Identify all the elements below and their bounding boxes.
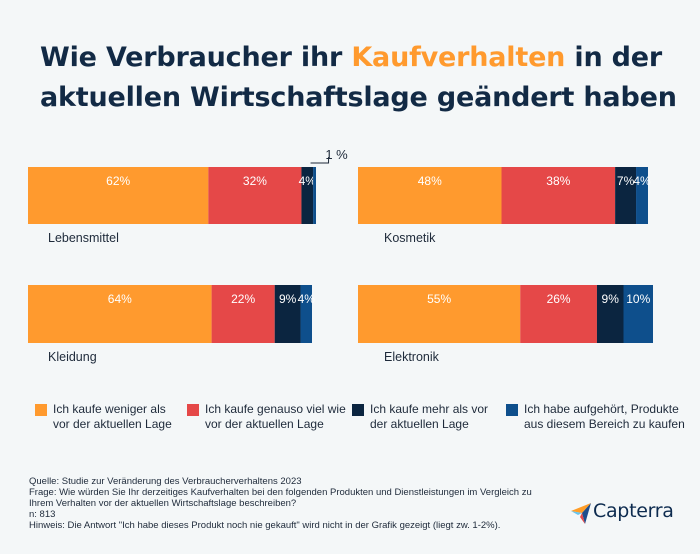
bar-value-label-lebensmittel-2: 4% bbox=[299, 174, 317, 188]
legend-text-same-line1: Ich kaufe genauso viel wie bbox=[205, 402, 346, 416]
legend-text-stopped-line1: Ich habe aufgehört, Produkte bbox=[524, 402, 679, 416]
title-part-2: in der aktuellen Wirtschaftslage geänder… bbox=[40, 42, 677, 113]
footnote: Quelle: Studie zur Veränderung des Verbr… bbox=[29, 476, 549, 531]
bar-segment-lebensmittel-0 bbox=[28, 167, 209, 224]
legend: Ich kaufe weniger als vor der aktuellen L… bbox=[0, 402, 700, 442]
bar-segment-elektronik-2 bbox=[596, 285, 624, 343]
legend-swatch-less bbox=[35, 404, 47, 416]
category-label-kleidung: Kleidung bbox=[48, 350, 97, 364]
bar-value-label-kosmetik-2: 7% bbox=[617, 174, 635, 188]
bar-value-label-kosmetik-0: 48% bbox=[418, 174, 442, 188]
bar-value-label-lebensmittel-1: 32% bbox=[243, 174, 267, 188]
footnote-question: Frage: Wie würden Sie Ihr derzeitiges Ka… bbox=[29, 487, 532, 509]
category-label-elektronik: Elektronik bbox=[384, 350, 440, 364]
bar-segment-kosmetik-2 bbox=[615, 167, 637, 224]
legend-swatch-more bbox=[352, 404, 364, 416]
bar-segment-kleidung-2 bbox=[274, 285, 301, 343]
legend-text-more-line2: der aktuellen Lage bbox=[370, 417, 469, 431]
legend-text-stopped-line2: aus diesem Bereich zu kaufen bbox=[524, 417, 685, 431]
bar-value-label-kleidung-2: 9% bbox=[279, 292, 297, 306]
capterra-logo-text: Capterra bbox=[593, 500, 674, 522]
title-highlight: Kaufverhalten bbox=[351, 42, 566, 73]
category-label-kosmetik: Kosmetik bbox=[384, 231, 436, 245]
bar-value-label-lebensmittel-0: 62% bbox=[106, 174, 130, 188]
capterra-logo: Capterra bbox=[571, 500, 681, 524]
bar-value-label-elektronik-2: 9% bbox=[602, 292, 620, 306]
callout-label-lebensmittel: 1 % bbox=[325, 147, 348, 162]
legend-swatch-stopped bbox=[506, 404, 518, 416]
chart-title: Wie Verbraucher ihr Kaufverhalten in der… bbox=[40, 38, 680, 118]
footnote-n: n: 813 bbox=[29, 509, 56, 520]
bar-segment-lebensmittel-1 bbox=[208, 167, 302, 224]
bar-segment-kleidung-3 bbox=[300, 285, 312, 343]
bar-segment-lebensmittel-2 bbox=[301, 167, 314, 224]
bar-value-label-elektronik-0: 55% bbox=[427, 292, 451, 306]
legend-swatch-same bbox=[187, 404, 199, 416]
capterra-arrow-icon bbox=[571, 503, 591, 524]
bar-segment-elektronik-3 bbox=[623, 285, 653, 343]
legend-text-less-line1: Ich kaufe weniger als bbox=[53, 402, 166, 416]
bar-segment-elektronik-1 bbox=[520, 285, 597, 343]
bar-segment-kleidung-0 bbox=[28, 285, 212, 343]
bar-value-label-kleidung-1: 22% bbox=[231, 292, 255, 306]
legend-text-less-line2: vor der aktuellen Lage bbox=[53, 417, 172, 431]
bar-value-label-kleidung-0: 64% bbox=[108, 292, 132, 306]
bar-segment-kosmetik-0 bbox=[358, 167, 502, 224]
bar-value-label-kosmetik-1: 38% bbox=[546, 174, 570, 188]
bar-segment-elektronik-0 bbox=[358, 285, 521, 343]
legend-text-more-line1: Ich kaufe mehr als vor bbox=[370, 402, 489, 416]
bar-value-label-elektronik-3: 10% bbox=[626, 292, 650, 306]
callout-line-lebensmittel bbox=[310, 157, 330, 164]
bar-value-label-kosmetik-3: 4% bbox=[633, 174, 651, 188]
footnote-note: Hinweis: Die Antwort "Ich habe dieses Pr… bbox=[29, 520, 501, 531]
bar-segment-lebensmittel-3 bbox=[313, 167, 316, 224]
title-part-1: Wie Verbraucher ihr bbox=[40, 42, 352, 73]
footnote-source: Quelle: Studie zur Veränderung des Verbr… bbox=[29, 476, 302, 487]
bar-segment-kosmetik-3 bbox=[636, 167, 648, 224]
legend-text-same-line2: vor der aktuellen Lage bbox=[205, 417, 324, 431]
bar-value-label-kleidung-3: 4% bbox=[298, 292, 316, 306]
bar-segment-kleidung-1 bbox=[211, 285, 275, 343]
bar-value-label-elektronik-1: 26% bbox=[547, 292, 571, 306]
bar-segment-kosmetik-1 bbox=[501, 167, 616, 224]
category-label-lebensmittel: Lebensmittel bbox=[48, 231, 119, 245]
